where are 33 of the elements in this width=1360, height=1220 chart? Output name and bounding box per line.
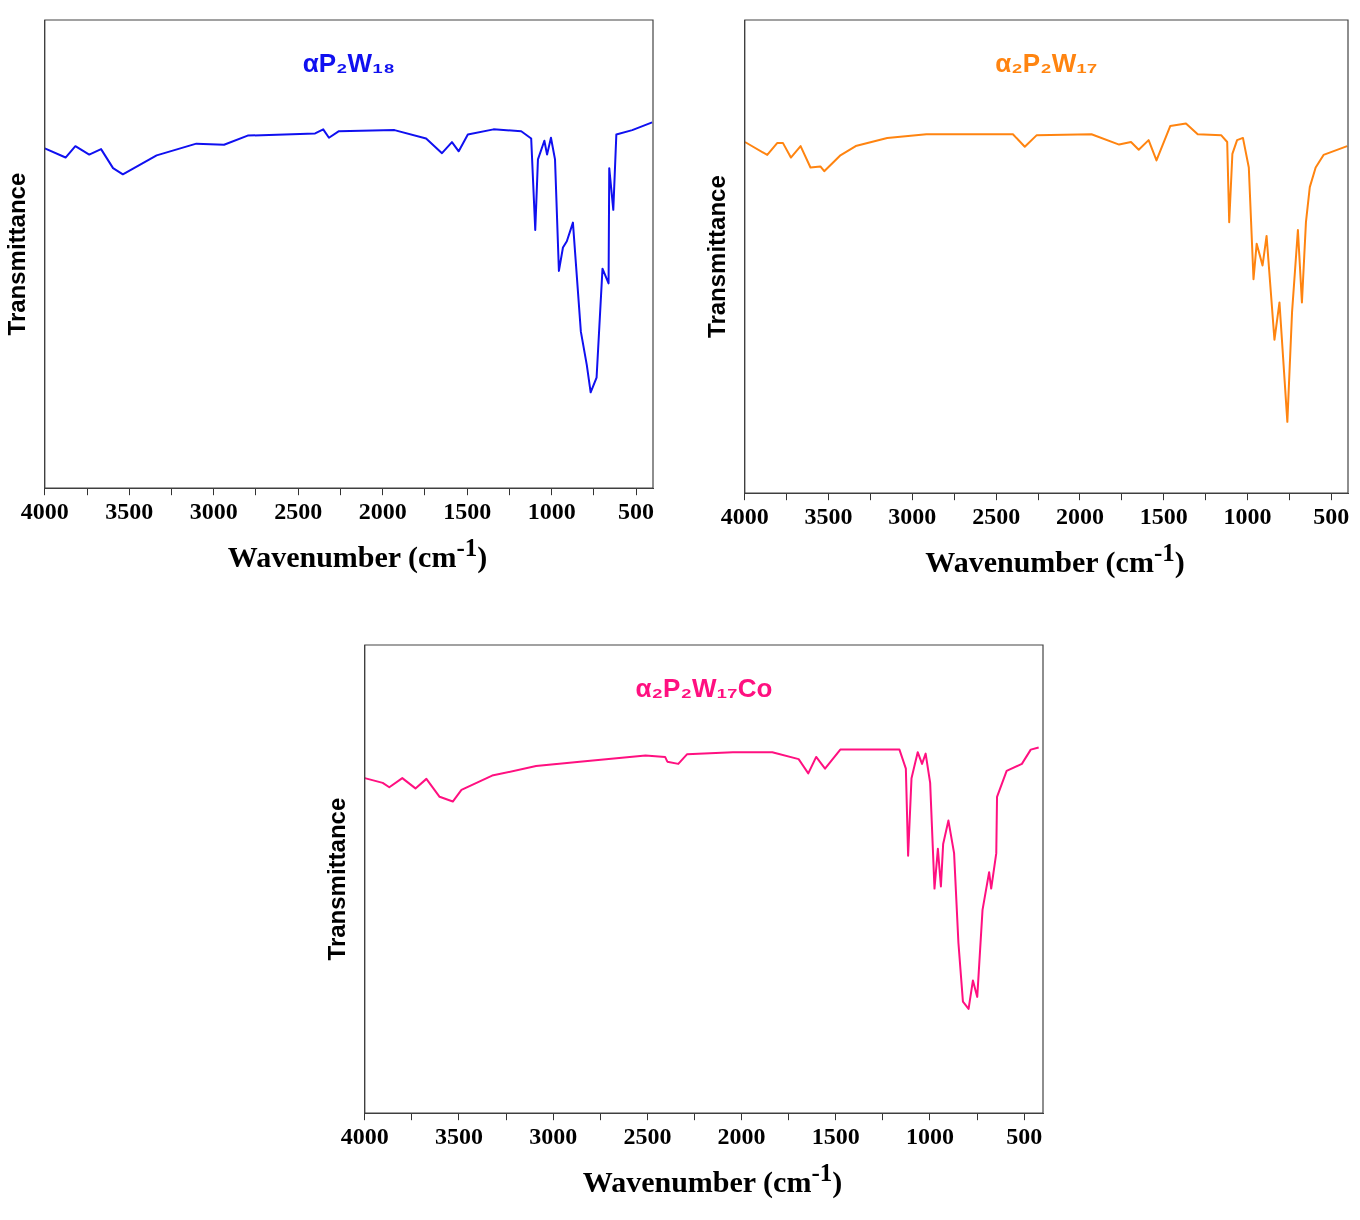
x-tick-label: 4000 xyxy=(720,502,769,529)
chart-title: α₂P₂W₁₇Co xyxy=(635,673,773,704)
x-tick-label: 1000 xyxy=(1223,502,1272,529)
x-tick-label: 2500 xyxy=(623,1122,672,1149)
x-tick-label: 3000 xyxy=(888,502,937,529)
x-tick-label: 2500 xyxy=(972,502,1021,529)
x-tick-label: 1500 xyxy=(443,497,492,524)
x-axis-title: Wavenumber (cm$^{-1}$) xyxy=(581,1159,844,1199)
x-tick-label: 1500 xyxy=(811,1122,860,1149)
x-tick-label: 3500 xyxy=(434,1122,483,1149)
x-tick-label: 1000 xyxy=(527,497,576,524)
y-axis-title: Transmittance xyxy=(323,797,351,961)
y-axis-title: Transmittance xyxy=(703,175,731,338)
x-axis-title: Wavenumber (cm$^{-1}$) xyxy=(226,534,489,574)
x-tick-label: 3500 xyxy=(105,497,154,524)
x-tick-label: 2500 xyxy=(274,497,323,524)
x-tick-label: 3500 xyxy=(804,502,853,529)
x-tick-label: 1000 xyxy=(905,1122,954,1149)
x-tick-label: 500 xyxy=(1006,1122,1043,1149)
x-tick-label: 3000 xyxy=(529,1122,578,1149)
x-tick-label: 500 xyxy=(618,497,655,524)
x-tick-label: 3000 xyxy=(189,497,238,524)
chart-title: αP₂W₁₈ xyxy=(302,48,396,79)
chart-title: α₂P₂W₁₇ xyxy=(995,48,1098,79)
x-tick-label: 4000 xyxy=(20,497,69,524)
x-tick-label: 500 xyxy=(1313,502,1350,529)
x-tick-label: 4000 xyxy=(340,1122,389,1149)
y-axis-title: Transmittance xyxy=(3,172,31,336)
x-tick-label: 2000 xyxy=(358,497,407,524)
x-tick-label: 2000 xyxy=(717,1122,766,1149)
x-tick-label: 2000 xyxy=(1055,502,1104,529)
x-tick-label: 1500 xyxy=(1139,502,1188,529)
x-axis-title: Wavenumber (cm$^{-1}$) xyxy=(924,539,1186,579)
